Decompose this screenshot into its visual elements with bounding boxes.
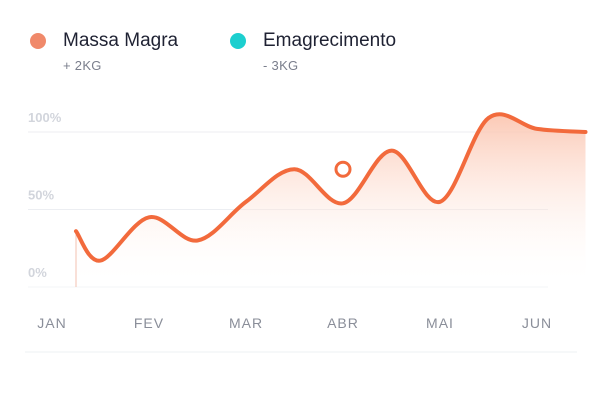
legend-value-emagrecimento: - 3KG — [263, 58, 299, 73]
legend-dot-emagrecimento — [230, 33, 246, 49]
legend-value-massa-magra: + 2KG — [63, 58, 102, 73]
series-line-massa-magra — [74, 112, 588, 263]
highlight-point[interactable] — [334, 160, 352, 178]
legend-dot-massa-magra — [30, 33, 46, 49]
legend-label-massa-magra: Massa Magra — [63, 30, 179, 51]
x-tick-label: MAI — [426, 315, 454, 331]
x-tick-label: JAN — [37, 315, 66, 331]
x-tick-label: FEV — [134, 315, 164, 331]
x-tick-label: MAR — [229, 315, 263, 331]
y-tick-label: 100% — [28, 110, 62, 125]
x-tick-label: JUN — [522, 315, 552, 331]
chart-legend: Massa Magra + 2KG Emagrecimento - 3KG — [0, 30, 600, 80]
y-tick-label: 50% — [28, 188, 54, 203]
legend-label-emagrecimento: Emagrecimento — [263, 30, 397, 51]
x-tick-label: ABR — [327, 315, 359, 331]
y-tick-label: 0% — [28, 265, 47, 280]
